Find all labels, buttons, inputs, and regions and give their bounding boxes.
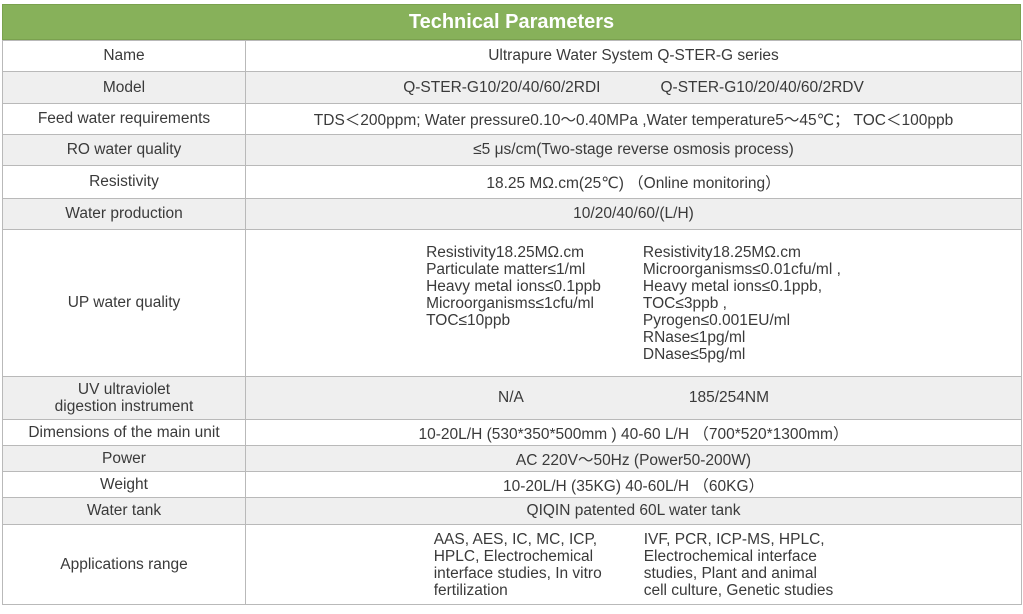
row-label: UV ultraviolet digestion instrument	[2, 376, 246, 420]
row-label: Power	[2, 445, 246, 472]
row-value: 10/20/40/60/(L/H)	[245, 198, 1022, 230]
row-water-production: Water production 10/20/40/60/(L/H)	[2, 198, 1022, 230]
row-label: Water tank	[2, 497, 246, 525]
row-dimensions: Dimensions of the main unit 10-20L/H (53…	[2, 419, 1022, 446]
row-label: UP water quality	[2, 229, 246, 377]
table-title: Technical Parameters	[2, 4, 1021, 40]
uv-label-line-2: digestion instrument	[54, 398, 194, 415]
row-value: Ultrapure Water System Q-STER-G series	[245, 40, 1022, 72]
row-name: Name Ultrapure Water System Q-STER-G ser…	[2, 40, 1022, 72]
row-value: AAS, AES, IC, MC, ICP, HPLC, Electrochem…	[245, 524, 1022, 605]
up-quality-right-list: Resistivity18.25MΩ.cm Microorganisms≤0.0…	[643, 244, 841, 363]
model-rdi: Q-STER-G10/20/40/60/2RDI	[403, 78, 601, 96]
uv-value-rdv: 185/254NM	[688, 389, 769, 406]
row-weight: Weight 10-20L/H (35KG) 40-60L/H （60KG）	[2, 471, 1022, 498]
row-feed-water: Feed water requirements TDS＜200ppm; Wate…	[2, 103, 1022, 135]
row-value: QIQIN patented 60L water tank	[245, 497, 1022, 525]
technical-parameters-sheet: Technical Parameters Name Ultrapure Wate…	[2, 4, 1022, 605]
row-up-quality: UP water quality Resistivity18.25MΩ.cm P…	[2, 229, 1022, 377]
row-value: 10-20L/H (530*350*500mm ) 40-60 L/H （700…	[245, 419, 1022, 446]
row-label: Weight	[2, 471, 246, 498]
row-label: Resistivity	[2, 165, 246, 199]
list-item: HPLC, Electrochemical	[433, 547, 594, 565]
row-label: Feed water requirements	[2, 103, 246, 135]
row-water-tank: Water tank QIQIN patented 60L water tank	[2, 497, 1022, 525]
list-item: studies, Plant and animal	[643, 564, 817, 582]
row-label: Water production	[2, 198, 246, 230]
parameters-table: Name Ultrapure Water System Q-STER-G ser…	[2, 40, 1022, 605]
row-model: Model Q-STER-G10/20/40/60/2RDI Q-STER-G1…	[2, 71, 1022, 104]
row-ro-quality: RO water quality ≤5 μs/cm(Two-stage reve…	[2, 134, 1022, 166]
list-item: Electrochemical interface	[643, 547, 817, 565]
row-value: Resistivity18.25MΩ.cm Particulate matter…	[245, 229, 1022, 377]
list-item: Microorganisms≤1cfu/ml	[426, 294, 594, 312]
row-applications: Applications range AAS, AES, IC, MC, ICP…	[2, 524, 1022, 605]
list-item: Microorganisms≤0.01cfu/ml ,	[642, 260, 841, 278]
row-label: Dimensions of the main unit	[2, 419, 246, 446]
list-item: AAS, AES, IC, MC, ICP,	[433, 530, 598, 548]
uv-label-line-1: UV ultraviolet	[77, 381, 171, 398]
row-label: RO water quality	[2, 134, 246, 166]
list-item: cell culture, Genetic studies	[643, 581, 834, 599]
list-item: Resistivity18.25MΩ.cm	[642, 243, 801, 261]
applications-right-list: IVF, PCR, ICP-MS, HPLC, Electrochemical …	[644, 531, 834, 599]
uv-value-rdi: N/A	[498, 389, 524, 406]
row-value: Q-STER-G10/20/40/60/2RDI Q-STER-G10/20/4…	[245, 71, 1022, 104]
list-item: TOC≤10ppb	[426, 311, 511, 329]
row-value: 10-20L/H (35KG) 40-60L/H （60KG）	[245, 471, 1022, 498]
list-item: interface studies, In vitro	[433, 564, 602, 582]
list-item: Heavy metal ions≤0.1ppb	[426, 277, 601, 295]
model-rdv: Q-STER-G10/20/40/60/2RDV	[660, 78, 864, 96]
list-item: RNase≤1pg/ml	[642, 328, 746, 346]
row-value: TDS＜200ppm; Water pressure0.10～0.40MPa ,…	[245, 103, 1022, 135]
list-item: TOC≤3ppb ,	[642, 294, 727, 312]
up-quality-left-list: Resistivity18.25MΩ.cm Particulate matter…	[426, 244, 601, 329]
row-label: Applications range	[2, 524, 246, 605]
row-value: AC 220V～50Hz (Power50-200W)	[245, 445, 1022, 472]
row-value: ≤5 μs/cm(Two-stage reverse osmosis proce…	[245, 134, 1022, 166]
row-value: N/A 185/254NM	[245, 376, 1022, 420]
list-item: Heavy metal ions≤0.1ppb,	[642, 277, 822, 295]
row-resistivity: Resistivity 18.25 MΩ.cm(25℃) （Online mon…	[2, 165, 1022, 199]
list-item: Pyrogen≤0.001EU/ml	[642, 311, 791, 329]
list-item: IVF, PCR, ICP-MS, HPLC,	[643, 530, 825, 548]
list-item: fertilization	[433, 581, 508, 599]
row-value: 18.25 MΩ.cm(25℃) （Online monitoring）	[245, 165, 1022, 199]
list-item: Particulate matter≤1/ml	[426, 260, 586, 278]
row-label: Model	[2, 71, 246, 104]
applications-left-list: AAS, AES, IC, MC, ICP, HPLC, Electrochem…	[434, 531, 602, 599]
row-power: Power AC 220V～50Hz (Power50-200W)	[2, 445, 1022, 472]
row-uv-instrument: UV ultraviolet digestion instrument N/A …	[2, 376, 1022, 420]
list-item: DNase≤5pg/ml	[642, 345, 746, 363]
list-item: Resistivity18.25MΩ.cm	[426, 243, 585, 261]
row-label: Name	[2, 40, 246, 72]
